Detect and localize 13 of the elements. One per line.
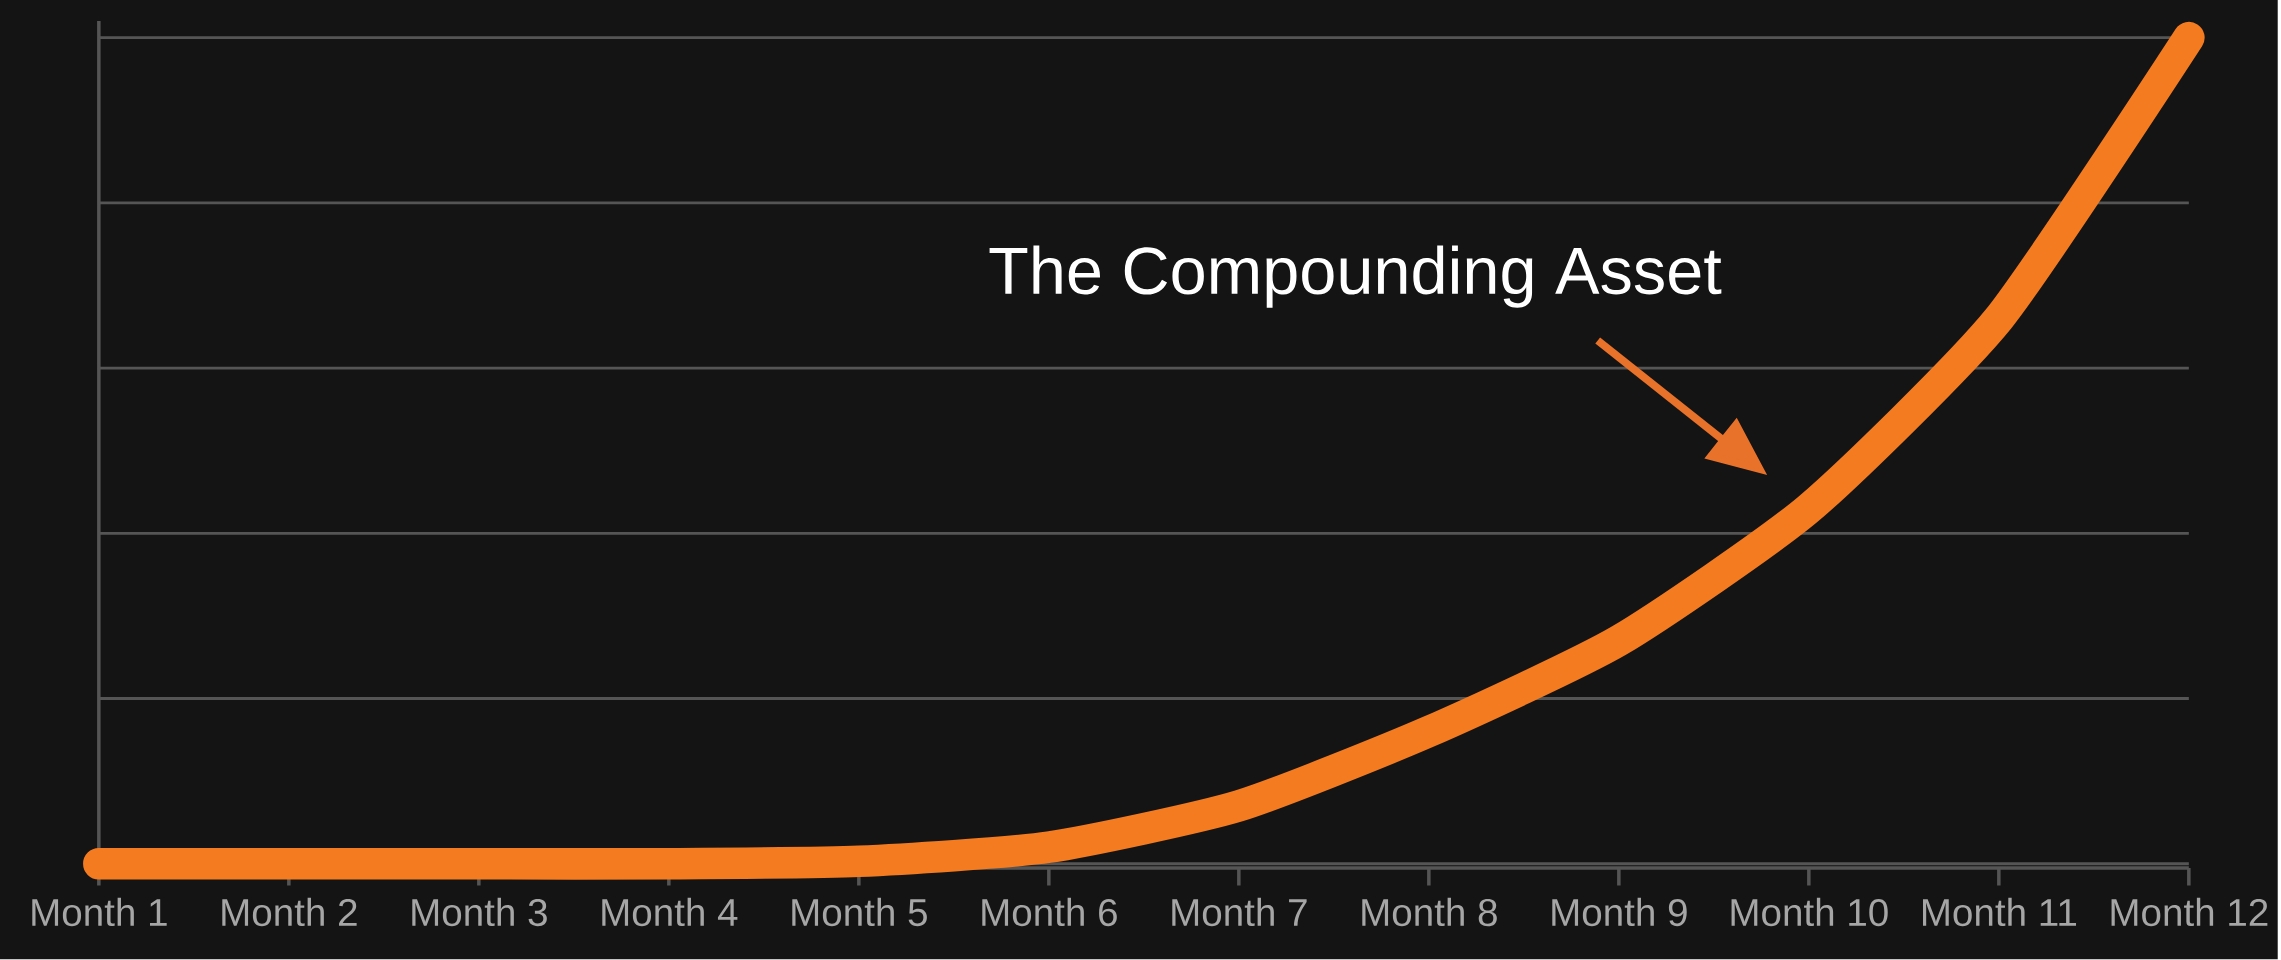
x-tick-label: Month 4 bbox=[602, 898, 738, 927]
x-tick-label: Month 11 bbox=[1922, 898, 2077, 927]
x-tick-label: Month 7 bbox=[1172, 898, 1307, 927]
x-tick-label: Month 3 bbox=[412, 898, 547, 927]
x-tick-label: Month 2 bbox=[222, 898, 357, 927]
x-tick-label: Month 9 bbox=[1552, 898, 1687, 927]
x-tick-label: Month 12 bbox=[2111, 898, 2268, 927]
annotation: The Compounding Asset bbox=[989, 245, 1722, 308]
x-tick-label: Month 1 bbox=[32, 898, 167, 927]
x-tick-label: Month 10 bbox=[1731, 898, 1888, 927]
x-tick-label: Month 6 bbox=[982, 898, 1117, 927]
x-tick-label: Month 5 bbox=[792, 898, 927, 927]
x-tick-label: Month 8 bbox=[1362, 898, 1497, 927]
